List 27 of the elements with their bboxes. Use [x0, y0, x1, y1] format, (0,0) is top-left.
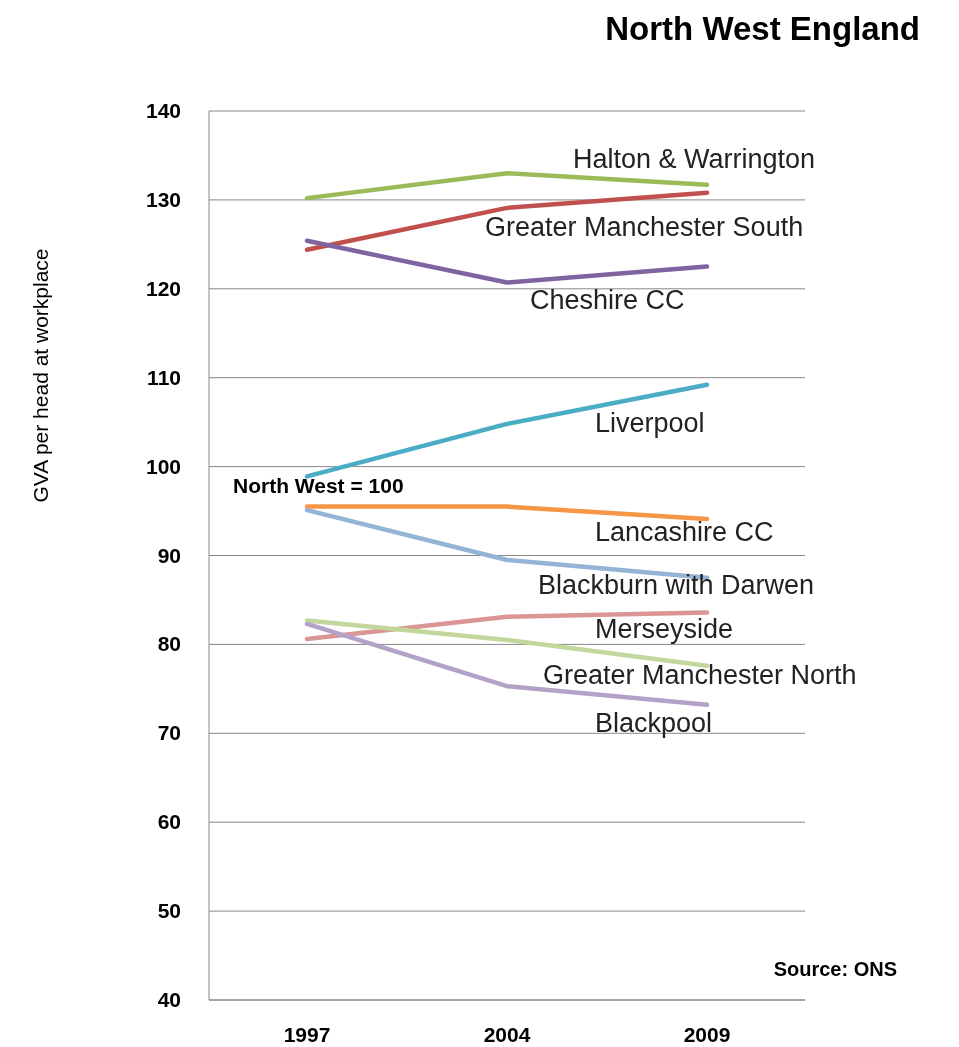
y-tick-label: 70 [157, 721, 181, 745]
series-label: Blackburn with Darwen [538, 570, 815, 600]
x-tick-label: 1997 [283, 1023, 331, 1046]
series-label: Blackpool [595, 708, 713, 738]
y-axis-title: GVA per head at workplace [29, 248, 52, 503]
y-tick-label: 120 [145, 276, 181, 300]
chart-title: North West England [605, 10, 920, 47]
y-tick-label: 50 [157, 899, 181, 923]
series-label: Greater Manchester North [543, 660, 857, 690]
y-tick-label: 40 [157, 988, 181, 1011]
annotation: Source: ONS [773, 958, 897, 980]
series-label: Greater Manchester South [485, 212, 804, 242]
annotation: North West = 100 [233, 474, 404, 497]
series-label: Cheshire CC [530, 285, 685, 315]
series-label: Halton & Warrington [573, 144, 816, 174]
y-tick-label: 110 [147, 365, 181, 389]
x-tick-label: 2009 [683, 1023, 731, 1046]
y-tick-label: 90 [157, 543, 181, 567]
y-tick-label: 130 [145, 187, 181, 211]
y-tick-label: 80 [157, 632, 181, 656]
series-label: Lancashire CC [595, 517, 774, 547]
x-tick-label: 2004 [483, 1023, 531, 1046]
y-tick-label: 60 [157, 810, 181, 834]
series-label: Liverpool [595, 408, 705, 438]
y-tick-label: 140 [145, 99, 181, 122]
series-label: Merseyside [595, 614, 734, 644]
y-tick-label: 100 [145, 454, 181, 478]
